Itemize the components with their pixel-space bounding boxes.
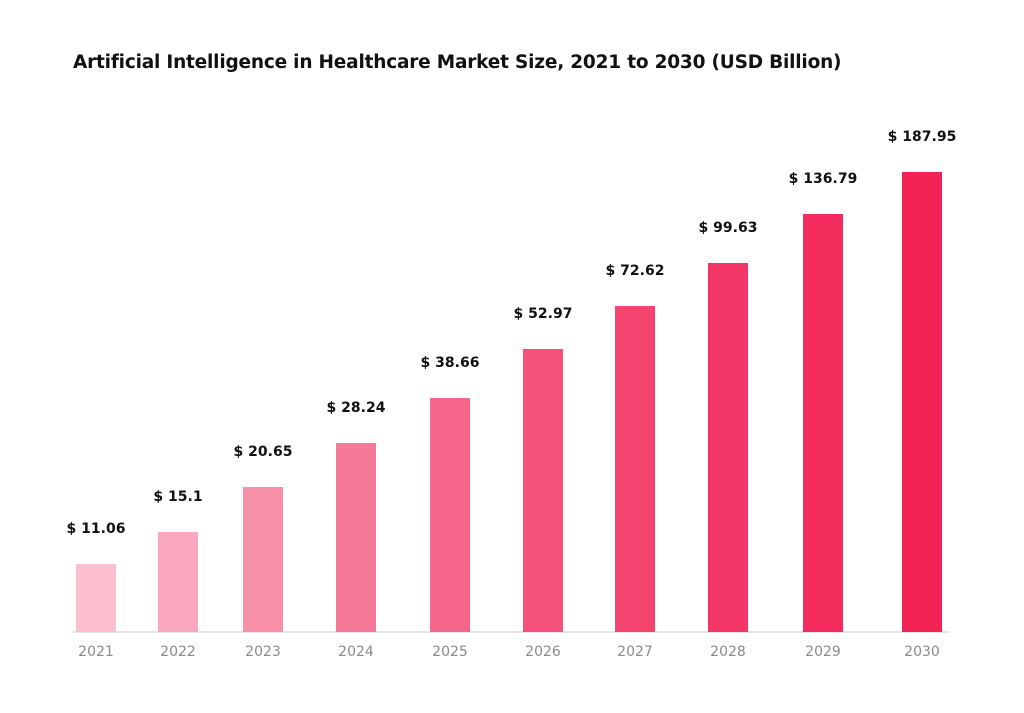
bar-2027 <box>615 306 655 632</box>
data-label-2027: $ 72.62 <box>606 263 665 279</box>
bar-2028 <box>708 263 748 632</box>
bar-2022 <box>158 532 198 632</box>
data-label-2021: $ 11.06 <box>67 521 126 537</box>
bar-2021 <box>76 564 116 632</box>
x-tick-label-2026: 2026 <box>525 644 561 660</box>
chart-title: Artificial Intelligence in Healthcare Ma… <box>73 52 842 73</box>
bar-2023 <box>243 487 283 632</box>
bar-2025 <box>430 398 470 632</box>
x-tick-label-2024: 2024 <box>338 644 374 660</box>
bar-2026 <box>523 349 563 632</box>
bar-2029 <box>803 214 843 632</box>
data-label-2030: $ 187.95 <box>888 129 957 145</box>
x-tick-label-2022: 2022 <box>160 644 196 660</box>
bar-2024 <box>336 443 376 632</box>
x-tick-label-2030: 2030 <box>904 644 940 660</box>
data-label-2028: $ 99.63 <box>699 220 758 236</box>
bar-2030 <box>902 172 942 632</box>
data-label-2029: $ 136.79 <box>789 171 858 187</box>
x-tick-label-2027: 2027 <box>617 644 653 660</box>
x-tick-label-2025: 2025 <box>432 644 468 660</box>
x-tick-label-2029: 2029 <box>805 644 841 660</box>
data-label-2025: $ 38.66 <box>421 355 480 371</box>
data-label-2026: $ 52.97 <box>514 306 573 322</box>
x-tick-label-2028: 2028 <box>710 644 746 660</box>
x-tick-label-2023: 2023 <box>245 644 281 660</box>
data-label-2022: $ 15.1 <box>153 489 202 505</box>
data-label-2023: $ 20.65 <box>234 444 293 460</box>
data-label-2024: $ 28.24 <box>327 400 386 416</box>
x-tick-label-2021: 2021 <box>78 644 114 660</box>
